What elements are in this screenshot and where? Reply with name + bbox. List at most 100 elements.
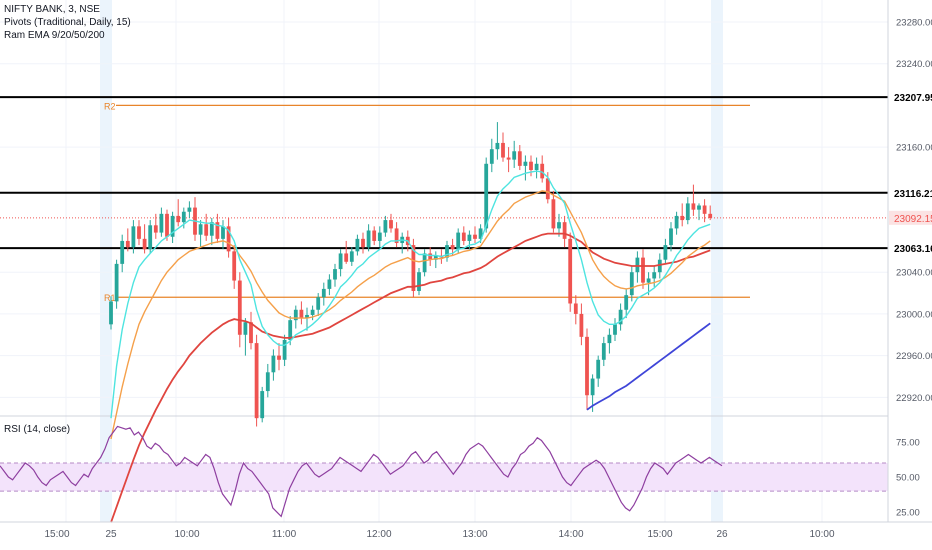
candle	[596, 355, 601, 387]
candle-body	[652, 272, 657, 279]
candle	[377, 226, 382, 248]
candle-body	[456, 232, 461, 250]
time-tick-label: 25	[105, 529, 117, 540]
candle-body	[663, 245, 668, 260]
candle-body	[187, 207, 192, 212]
candle-body	[445, 245, 449, 258]
ema20-line	[110, 190, 711, 440]
candle-body	[450, 245, 455, 250]
candle-body	[344, 253, 349, 262]
candle	[551, 190, 556, 233]
session-break-1	[711, 0, 723, 522]
candle-body	[288, 320, 293, 340]
candle	[629, 265, 634, 302]
candle-body	[221, 226, 225, 239]
candle	[226, 218, 231, 258]
candle-body	[383, 220, 388, 233]
candle	[187, 201, 192, 218]
candle	[540, 155, 545, 183]
candle-body	[461, 232, 466, 241]
candle-body	[165, 213, 169, 237]
candle	[685, 197, 690, 225]
candle-body	[271, 355, 276, 373]
candle-body	[680, 215, 685, 221]
candle-body	[361, 238, 365, 248]
candle-body	[181, 211, 186, 223]
candle	[120, 234, 125, 273]
pivot-r2-label: R2	[104, 101, 116, 111]
ema-indicator-label[interactable]: Ram EMA 9/20/50/200	[4, 30, 105, 41]
time-tick-label: 10:00	[809, 529, 834, 540]
candle	[361, 232, 365, 254]
candle-body	[557, 222, 561, 229]
candle	[702, 199, 707, 223]
candle	[372, 226, 377, 246]
candle-body	[377, 232, 382, 241]
candle-body	[657, 259, 662, 273]
candle	[109, 296, 113, 330]
candle-body	[282, 339, 287, 360]
level-label: 23116.21	[894, 189, 932, 200]
candle	[153, 213, 158, 239]
candle-body	[601, 343, 606, 360]
rsi-tick-label: 25.00	[896, 508, 920, 519]
candle-body	[568, 238, 573, 304]
candle-body	[697, 205, 701, 210]
candle-body	[428, 253, 433, 260]
candle-body	[249, 322, 253, 344]
candles	[109, 122, 713, 427]
candle-body	[417, 272, 421, 291]
candle	[501, 132, 505, 162]
candle	[349, 247, 354, 266]
last-price-label-bg	[889, 210, 932, 225]
candle	[607, 328, 612, 354]
candle-body	[641, 257, 645, 283]
candle	[131, 220, 136, 254]
candle-body	[204, 224, 209, 236]
candle-body	[243, 322, 248, 335]
level-label-bg	[889, 185, 932, 200]
candle-body	[411, 245, 416, 291]
candle-body	[198, 224, 203, 235]
chart-legend: NIFTY BANK, 3, NSE Pivots (Traditional, …	[4, 3, 131, 42]
candle	[534, 157, 539, 179]
symbol-label[interactable]: NIFTY BANK, 3, NSE	[4, 4, 100, 15]
pivots-indicator-label[interactable]: Pivots (Traditional, Daily, 15)	[4, 17, 131, 28]
candle-body	[209, 222, 214, 236]
candle	[461, 226, 466, 246]
candle	[512, 140, 517, 168]
candle	[305, 307, 309, 331]
candle-body	[607, 334, 612, 344]
candle-body	[685, 203, 690, 221]
candle	[445, 240, 449, 262]
candle	[316, 293, 321, 316]
candle	[585, 328, 589, 410]
candle	[204, 213, 209, 241]
candle	[355, 234, 360, 256]
level-label-bg	[889, 90, 932, 105]
candle	[669, 222, 673, 252]
candle	[484, 157, 489, 233]
candle	[473, 226, 477, 244]
time-tick-label: 15:00	[647, 529, 672, 540]
candle-body	[338, 253, 343, 270]
candle-body	[489, 149, 494, 164]
candle	[691, 184, 696, 216]
candle	[198, 220, 203, 248]
candle-body	[669, 228, 673, 246]
candle	[674, 211, 679, 235]
candle-body	[506, 157, 511, 160]
candle	[366, 224, 371, 252]
ema200-line	[586, 322, 711, 411]
candle-body	[517, 151, 522, 166]
candle-body	[422, 253, 427, 273]
rsi-indicator-label[interactable]: RSI (14, close)	[4, 424, 71, 435]
candle	[579, 303, 584, 346]
level-label: 23207.95	[894, 93, 932, 104]
candle	[562, 215, 567, 248]
candle	[260, 386, 265, 423]
level-label: 23063.16	[894, 244, 932, 255]
candle	[641, 249, 645, 289]
candle-body	[109, 301, 113, 325]
